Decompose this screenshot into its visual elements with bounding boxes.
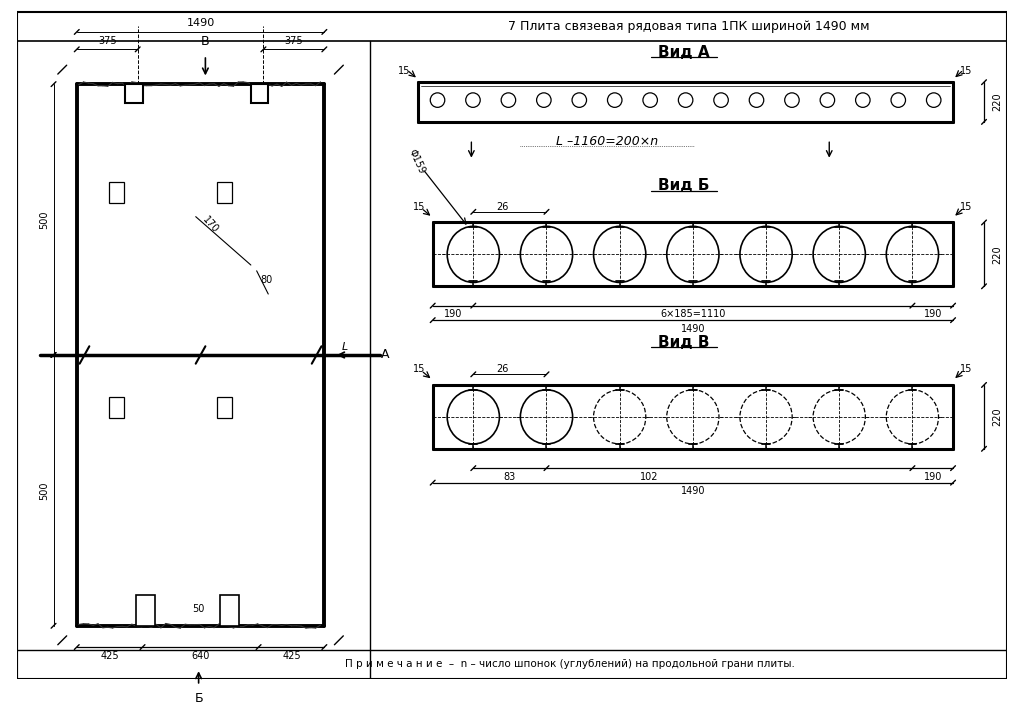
Text: 375: 375 (98, 36, 117, 46)
Text: 83: 83 (504, 472, 516, 482)
Circle shape (750, 93, 764, 107)
Bar (125, 84, 142, 103)
Text: 500: 500 (39, 211, 49, 229)
Circle shape (784, 93, 799, 107)
Ellipse shape (520, 226, 572, 282)
Text: 375: 375 (285, 36, 303, 46)
Ellipse shape (594, 226, 646, 282)
Ellipse shape (447, 390, 500, 444)
Text: 15: 15 (413, 202, 425, 212)
Ellipse shape (667, 390, 719, 444)
Bar (136, 595, 155, 625)
Text: А: А (381, 348, 389, 362)
Circle shape (607, 93, 622, 107)
Circle shape (856, 93, 870, 107)
Text: Вид А: Вид А (658, 45, 710, 60)
Ellipse shape (813, 226, 865, 282)
Circle shape (643, 93, 657, 107)
Ellipse shape (740, 226, 793, 282)
Text: 170: 170 (201, 214, 220, 234)
Text: Вид Б: Вид Б (658, 178, 710, 193)
Text: 50: 50 (193, 604, 205, 614)
Text: 220: 220 (992, 93, 1002, 112)
Bar (109, 182, 124, 203)
Text: 7 Плита связевая рядовая типа 1ПК шириной 1490 мм: 7 Плита связевая рядовая типа 1ПК ширино… (508, 20, 869, 32)
Ellipse shape (887, 226, 939, 282)
Text: 15: 15 (961, 364, 973, 374)
Text: 15: 15 (961, 202, 973, 212)
Text: 6×185=1110: 6×185=1110 (660, 310, 726, 319)
Text: Б: Б (195, 691, 203, 702)
Text: 1490: 1490 (186, 18, 215, 28)
Ellipse shape (887, 390, 939, 444)
Circle shape (714, 93, 728, 107)
Bar (220, 595, 240, 625)
Text: 26: 26 (497, 202, 509, 212)
Text: 1490: 1490 (681, 324, 706, 334)
Text: 1490: 1490 (681, 486, 706, 496)
Circle shape (572, 93, 587, 107)
Circle shape (430, 93, 444, 107)
Ellipse shape (520, 390, 572, 444)
Ellipse shape (447, 226, 500, 282)
Text: В: В (201, 35, 210, 48)
Ellipse shape (594, 390, 646, 444)
Circle shape (927, 93, 941, 107)
Text: 15: 15 (961, 65, 973, 76)
Text: 425: 425 (100, 651, 119, 661)
Text: L: L (342, 343, 348, 352)
Ellipse shape (667, 226, 719, 282)
Text: Вид В: Вид В (658, 335, 710, 350)
Circle shape (501, 93, 516, 107)
Text: 190: 190 (443, 310, 462, 319)
Text: 102: 102 (640, 472, 658, 482)
Text: 15: 15 (398, 65, 411, 76)
Text: L –1160=200×n: L –1160=200×n (556, 135, 657, 147)
Bar (217, 182, 232, 203)
Text: 500: 500 (39, 481, 49, 500)
Circle shape (466, 93, 480, 107)
Circle shape (820, 93, 835, 107)
Text: П р и м е ч а н и е  –  n – число шпонок (углублений) на продольной грани плиты.: П р и м е ч а н и е – n – число шпонок (… (345, 659, 795, 670)
Bar (217, 397, 232, 418)
Bar (109, 397, 124, 418)
Text: Φ159: Φ159 (408, 147, 427, 176)
Ellipse shape (813, 390, 865, 444)
Circle shape (678, 93, 693, 107)
Text: 220: 220 (992, 245, 1002, 264)
Circle shape (537, 93, 551, 107)
Bar (251, 84, 268, 103)
Circle shape (891, 93, 905, 107)
Text: 640: 640 (191, 651, 210, 661)
Text: 80: 80 (260, 274, 272, 284)
Text: 425: 425 (283, 651, 301, 661)
Text: 26: 26 (497, 364, 509, 374)
Text: 190: 190 (924, 310, 942, 319)
Text: 15: 15 (413, 364, 425, 374)
Text: 190: 190 (924, 472, 942, 482)
Ellipse shape (740, 390, 793, 444)
Text: 220: 220 (992, 408, 1002, 426)
